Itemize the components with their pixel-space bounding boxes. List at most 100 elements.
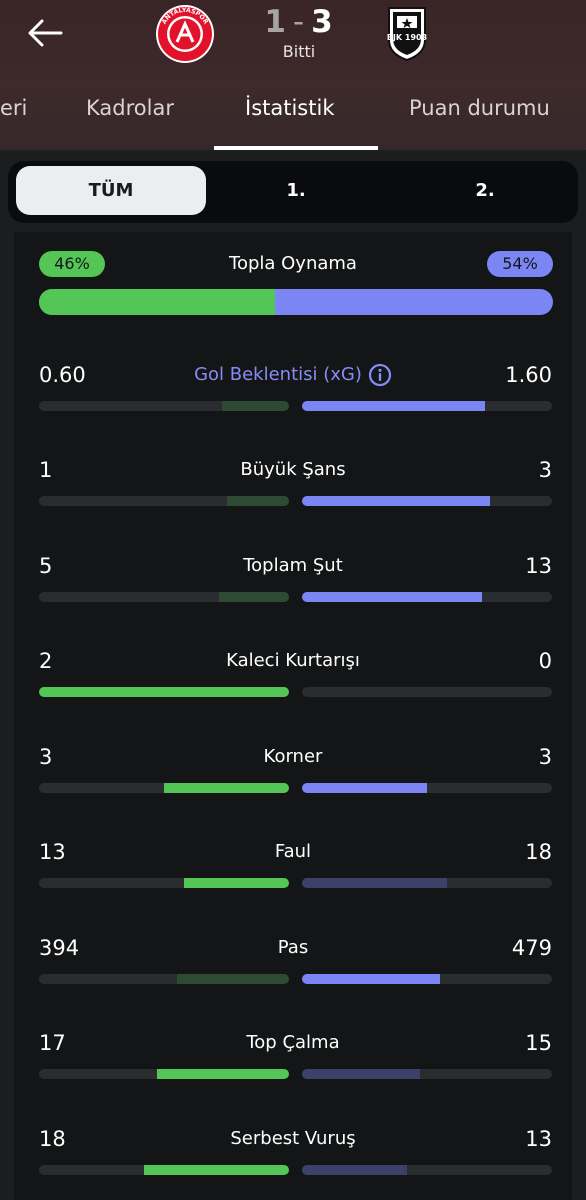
- possession-label: Topla Oynama: [229, 253, 357, 274]
- stat-home-track: [39, 496, 289, 506]
- stat-home-track: [39, 783, 289, 793]
- stat-row: 17 Top Çalma 15: [0, 1029, 586, 1089]
- stat-away-value: 479: [511, 936, 552, 960]
- stat-row: 3 Korner 3: [0, 743, 586, 803]
- stat-label-text: Serbest Vuruş: [230, 1128, 356, 1149]
- stat-away-track: [302, 401, 552, 411]
- stat-label-text: Gol Beklentisi (xG): [194, 364, 362, 385]
- stat-home-bar: [176, 974, 289, 984]
- stat-away-bar: [302, 974, 440, 984]
- active-tab-indicator: [214, 146, 378, 150]
- stat-away-bar: [302, 496, 490, 506]
- stat-away-track: [302, 687, 552, 697]
- stat-home-bar: [164, 783, 289, 793]
- stat-away-value: 3: [538, 458, 552, 482]
- stat-home-value: 394: [39, 936, 80, 960]
- stat-label-text: Top Çalma: [246, 1032, 340, 1053]
- stat-label: Pas: [150, 934, 436, 962]
- away-score: 3: [311, 4, 334, 40]
- stat-label-text: Büyük Şans: [240, 459, 346, 480]
- stat-away-bar: [302, 592, 482, 602]
- stat-label-text: Toplam Şut: [243, 555, 343, 576]
- stat-away-bar: [302, 1069, 420, 1079]
- stat-label-text: Pas: [277, 937, 309, 958]
- stat-away-track: [302, 592, 552, 602]
- possession-bar: [39, 289, 553, 315]
- stat-away-value: 18: [525, 840, 552, 864]
- stat-home-value: 5: [39, 554, 53, 578]
- stat-row: 0.60 Gol Beklentisi (xG) 1.60: [0, 361, 586, 421]
- stat-away-track: [302, 783, 552, 793]
- stat-row: 13 Faul 18: [0, 838, 586, 898]
- stat-home-value: 17: [39, 1031, 66, 1055]
- stat-away-track: [302, 496, 552, 506]
- back-arrow-icon: [28, 19, 63, 47]
- stat-away-value: 13: [525, 1127, 552, 1151]
- stat-away-bar: [302, 1165, 407, 1175]
- stat-label: Serbest Vuruş: [150, 1125, 436, 1153]
- stat-label-text: Faul: [274, 841, 312, 862]
- stat-label: Büyük Şans: [150, 456, 436, 484]
- stat-label-text: Kaleci Kurtarışı: [226, 650, 360, 671]
- period-selector: TÜM 1. 2.: [8, 161, 578, 223]
- period-second-half-button[interactable]: 2.: [475, 180, 495, 201]
- stat-home-value: 13: [39, 840, 66, 864]
- stat-label: Top Çalma: [150, 1029, 436, 1057]
- away-team-logo[interactable]: BJK 1903: [385, 4, 429, 62]
- stat-row: 1 Büyük Şans 3: [0, 456, 586, 516]
- period-first-half-button[interactable]: 1.: [286, 180, 306, 201]
- stat-away-track: [302, 1165, 552, 1175]
- stat-home-track: [39, 1069, 289, 1079]
- stat-label: Faul: [150, 838, 436, 866]
- stat-away-bar: [302, 783, 427, 793]
- stat-home-track: [39, 687, 289, 697]
- tab-bar: eri Kadrolar İstatistik Puan durumu: [0, 84, 586, 150]
- back-button[interactable]: [22, 12, 68, 54]
- stat-away-track: [302, 974, 552, 984]
- stat-label: Kaleci Kurtarışı: [150, 647, 436, 675]
- possession-home-badge: 46%: [39, 251, 105, 277]
- stat-away-value: 13: [525, 554, 552, 578]
- period-all-button[interactable]: TÜM: [16, 166, 206, 215]
- stat-away-value: 15: [525, 1031, 552, 1055]
- stat-away-value: 3: [538, 745, 552, 769]
- home-team-logo[interactable]: ANTALYASPOR: [155, 4, 215, 64]
- stat-home-bar: [184, 878, 289, 888]
- stat-away-bar: [302, 401, 485, 411]
- stat-row: 394 Pas 479: [0, 934, 586, 994]
- stat-home-value: 3: [39, 745, 53, 769]
- tab-standings[interactable]: Puan durumu: [409, 96, 550, 120]
- stat-away-value: 0: [538, 649, 552, 673]
- possession-home-fill: [39, 289, 276, 315]
- match-status: Bitti: [282, 42, 316, 61]
- stat-home-track: [39, 1165, 289, 1175]
- stats-panel: [14, 232, 572, 1200]
- stat-row: 5 Toplam Şut 13: [0, 552, 586, 612]
- info-icon[interactable]: [368, 363, 392, 387]
- tab-events[interactable]: eri: [0, 96, 28, 120]
- score: 1-3: [236, 0, 362, 44]
- stat-row: 18 Serbest Vuruş 13: [0, 1125, 586, 1185]
- tab-lineups[interactable]: Kadrolar: [86, 96, 174, 120]
- stat-home-track: [39, 878, 289, 888]
- stat-home-bar: [221, 401, 289, 411]
- match-header: ANTALYASPOR 1-3 Bitti BJK 1903 eri Kadro…: [0, 0, 586, 150]
- stat-home-track: [39, 401, 289, 411]
- stat-home-value: 18: [39, 1127, 66, 1151]
- stat-away-bar: [302, 878, 447, 888]
- stat-away-track: [302, 878, 552, 888]
- possession-away-badge: 54%: [487, 251, 553, 277]
- stat-home-value: 2: [39, 649, 53, 673]
- stat-label: Toplam Şut: [150, 552, 436, 580]
- stat-home-bar: [219, 592, 289, 602]
- stat-label-text: Korner: [263, 746, 323, 767]
- stat-home-track: [39, 592, 289, 602]
- stat-home-bar: [226, 496, 289, 506]
- stat-home-bar: [144, 1165, 289, 1175]
- stat-label[interactable]: Gol Beklentisi (xG): [150, 361, 436, 389]
- stat-row: 2 Kaleci Kurtarışı 0: [0, 647, 586, 707]
- stat-label: Korner: [150, 743, 436, 771]
- tab-statistics[interactable]: İstatistik: [245, 96, 335, 120]
- home-score: 1: [264, 4, 287, 40]
- svg-text:BJK 1903: BJK 1903: [387, 33, 427, 42]
